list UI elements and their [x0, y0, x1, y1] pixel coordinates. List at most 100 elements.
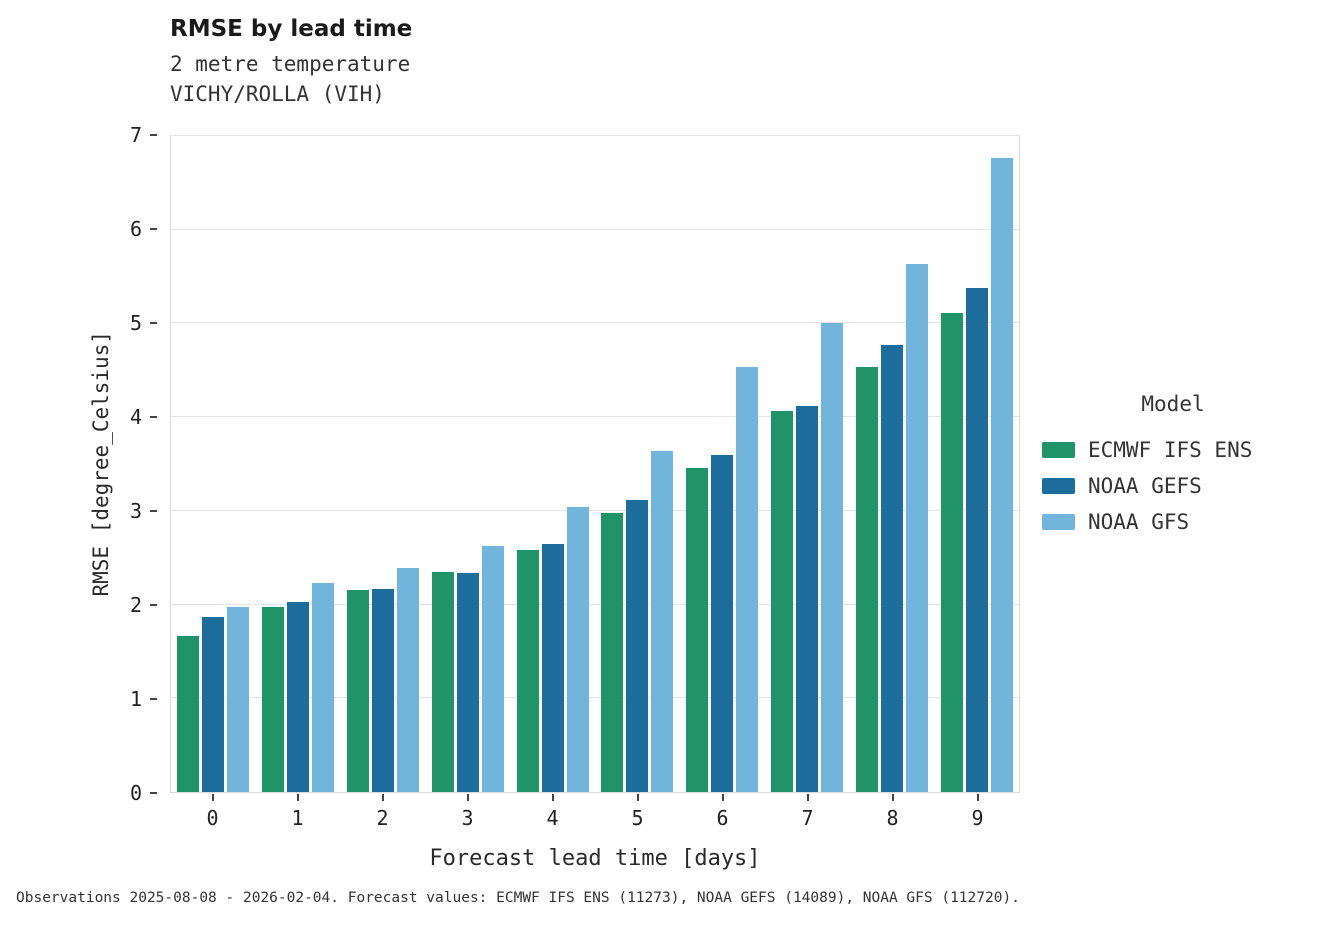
bar-group-day-0	[171, 136, 256, 792]
legend-swatch-ecmwf-ifs-ens	[1042, 442, 1075, 458]
x-tick-mark-1	[296, 794, 299, 801]
y-tick-mark-2	[150, 604, 157, 606]
bar-ecmwf-ifs-ens-day-1	[262, 607, 285, 792]
legend-item-noaa-gfs: NOAA GFS	[1042, 504, 1304, 540]
bar-noaa-gfs-day-2	[396, 568, 419, 792]
bar-group-day-8	[849, 136, 934, 792]
bar-ecmwf-ifs-ens-day-0	[177, 635, 200, 792]
bar-ecmwf-ifs-ens-day-8	[855, 367, 878, 792]
gridline-y-5	[171, 322, 1019, 324]
legend-item-ecmwf-ifs-ens: ECMWF IFS ENS	[1042, 432, 1304, 468]
y-tick-label-7: 7	[129, 123, 142, 147]
legend-label-noaa-gefs: NOAA GEFS	[1088, 474, 1202, 498]
bar-noaa-gfs-day-4	[566, 507, 589, 792]
y-tick-mark-6	[150, 228, 157, 230]
x-tick-mark-5	[636, 794, 639, 801]
bar-noaa-gefs-day-4	[541, 543, 564, 792]
gridline-y-3	[171, 509, 1019, 511]
bar-noaa-gfs-day-6	[736, 367, 759, 792]
bar-group-day-6	[680, 136, 765, 792]
x-tick-mark-0	[211, 794, 214, 801]
bar-noaa-gefs-day-0	[202, 616, 225, 792]
x-tick-mark-2	[381, 794, 384, 801]
x-tick-mark-7	[806, 794, 809, 801]
y-tick-mark-5	[150, 322, 157, 324]
bar-noaa-gefs-day-5	[626, 499, 649, 792]
bar-noaa-gfs-day-1	[312, 583, 335, 792]
bar-group-day-9	[934, 136, 1019, 792]
y-tick-mark-3	[150, 510, 157, 512]
x-tick-label-8: 8	[886, 806, 899, 830]
x-axis-ticks: 0 1 2 3 4 5 6 7 8 9	[170, 794, 1020, 834]
x-tick-label-1: 1	[291, 806, 304, 830]
x-tick-label-3: 3	[461, 806, 474, 830]
legend-item-noaa-gefs: NOAA GEFS	[1042, 468, 1304, 504]
x-tick-mark-3	[466, 794, 469, 801]
x-axis-label: Forecast lead time [days]	[429, 846, 761, 871]
y-tick-label-5: 5	[129, 311, 142, 335]
bar-group-day-4	[510, 136, 595, 792]
chart-title: RMSE by lead time	[170, 16, 413, 42]
bar-noaa-gefs-day-6	[711, 454, 734, 792]
gridline-y-7	[171, 135, 1019, 136]
bar-noaa-gfs-day-0	[227, 607, 250, 792]
y-tick-mark-4	[150, 416, 157, 418]
x-tick-label-5: 5	[631, 806, 644, 830]
gridline-y-4	[171, 416, 1019, 418]
legend-items: ECMWF IFS ENS NOAA GEFS NOAA GFS	[1042, 432, 1304, 540]
bar-group-day-5	[595, 136, 680, 792]
x-tick-label-7: 7	[801, 806, 814, 830]
legend-title: Model	[1141, 392, 1205, 416]
bar-noaa-gefs-day-2	[371, 588, 394, 792]
bar-group-day-3	[425, 136, 510, 792]
bar-noaa-gefs-day-9	[965, 287, 988, 792]
x-tick-mark-9	[976, 794, 979, 801]
bar-noaa-gfs-day-7	[820, 323, 843, 792]
bar-noaa-gfs-day-9	[990, 157, 1013, 792]
footer-note: Observations 2025-08-08 - 2026-02-04. Fo…	[16, 890, 1020, 906]
legend: Model ECMWF IFS ENS NOAA GEFS NOAA GFS	[1042, 392, 1304, 540]
gridline-y-2	[171, 603, 1019, 605]
bar-noaa-gfs-day-5	[651, 450, 674, 792]
bar-noaa-gfs-day-3	[481, 545, 504, 792]
x-tick-mark-4	[551, 794, 554, 801]
x-tick-label-0: 0	[206, 806, 219, 830]
bar-noaa-gefs-day-8	[880, 344, 903, 792]
bar-ecmwf-ifs-ens-day-6	[686, 467, 709, 792]
bar-noaa-gefs-day-7	[795, 405, 818, 792]
gridline-y-6	[171, 228, 1019, 230]
bar-group-day-7	[765, 136, 850, 792]
x-tick-label-6: 6	[716, 806, 729, 830]
x-tick-mark-8	[891, 794, 894, 801]
y-tick-mark-1	[150, 698, 157, 700]
y-tick-label-6: 6	[129, 217, 142, 241]
legend-swatch-noaa-gfs	[1042, 514, 1075, 530]
x-tick-label-2: 2	[376, 806, 389, 830]
plot-area	[170, 135, 1020, 793]
gridline-y-1	[171, 697, 1019, 699]
bar-group-day-2	[341, 136, 426, 792]
bar-noaa-gefs-day-3	[456, 572, 479, 792]
y-axis-ticks: 0 1 2 3 4 5 6 7	[0, 123, 160, 805]
bar-group-day-1	[256, 136, 341, 792]
chart-subtitle-station: VICHY/ROLLA (VIH)	[170, 82, 385, 106]
bar-ecmwf-ifs-ens-day-7	[770, 410, 793, 792]
chart-subtitle-variable: 2 metre temperature	[170, 52, 411, 76]
y-tick-label-3: 3	[129, 499, 142, 523]
legend-label-ecmwf-ifs-ens: ECMWF IFS ENS	[1088, 438, 1253, 462]
bar-noaa-gfs-day-8	[905, 264, 928, 792]
y-tick-label-1: 1	[129, 687, 142, 711]
bar-ecmwf-ifs-ens-day-3	[431, 571, 454, 792]
y-tick-label-0: 0	[129, 781, 142, 805]
bar-noaa-gefs-day-1	[287, 601, 310, 792]
y-tick-label-4: 4	[129, 405, 142, 429]
y-tick-mark-7	[150, 134, 157, 136]
bar-ecmwf-ifs-ens-day-2	[346, 589, 369, 792]
x-tick-label-4: 4	[546, 806, 559, 830]
x-tick-mark-6	[721, 794, 724, 801]
bar-ecmwf-ifs-ens-day-4	[516, 550, 539, 792]
bar-ecmwf-ifs-ens-day-5	[601, 512, 624, 792]
legend-swatch-noaa-gefs	[1042, 478, 1075, 494]
y-tick-label-2: 2	[129, 593, 142, 617]
bar-ecmwf-ifs-ens-day-9	[940, 313, 963, 792]
